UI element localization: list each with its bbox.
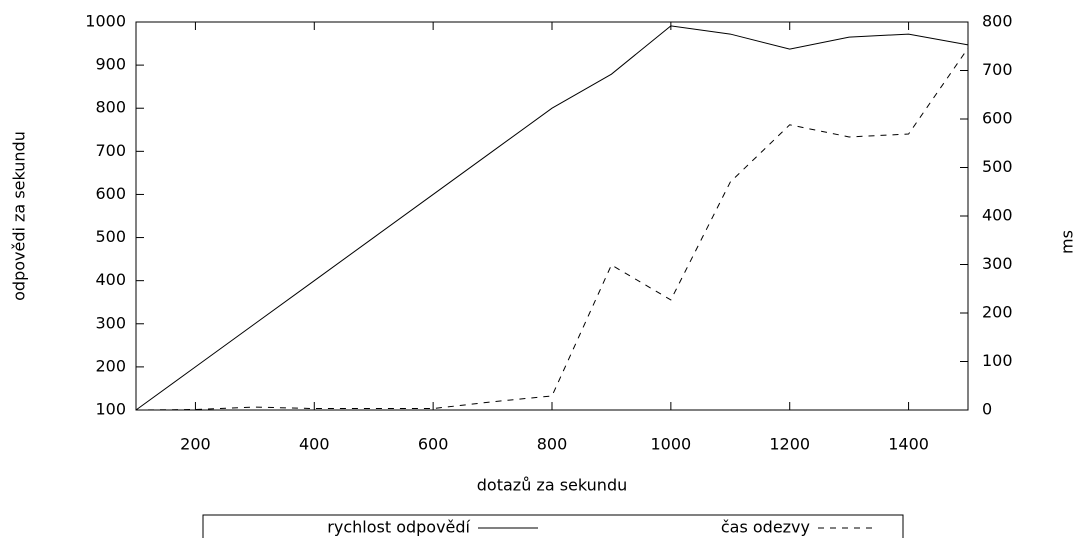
y2-tick-label: 700 [982, 60, 1013, 79]
y-tick-label: 600 [95, 184, 126, 203]
y-tick-label: 200 [95, 356, 126, 375]
plot-frame [135, 21, 969, 411]
y2-axis-label: ms [1058, 230, 1077, 254]
legend-box [202, 514, 904, 538]
y-tick-label: 800 [95, 98, 126, 117]
y-tick-label: 1000 [85, 12, 126, 31]
x-tick-label: 600 [418, 435, 449, 454]
y2-tick-label: 200 [982, 303, 1013, 322]
y-tick-label: 300 [95, 313, 126, 332]
y2-tick-label: 300 [982, 254, 1013, 273]
y2-tick-label: 100 [982, 351, 1013, 370]
y-tick-label: 400 [95, 270, 126, 289]
y-axis-label: odpovědi za sekundu [10, 131, 29, 301]
y2-tick-label: 800 [982, 12, 1013, 31]
series-line [135, 47, 969, 411]
y-tick-label: 100 [95, 400, 126, 419]
x-tick-label: 1000 [650, 435, 691, 454]
y-tick-label: 700 [95, 141, 126, 160]
y2-tick-label: 500 [982, 157, 1013, 176]
x-tick-label: 1400 [888, 435, 929, 454]
y2-tick-label: 400 [982, 206, 1013, 225]
y2-tick-label: 600 [982, 109, 1013, 128]
y2-tick-label: 0 [982, 400, 992, 419]
series-line [135, 25, 969, 411]
y-tick-label: 900 [95, 55, 126, 74]
legend-label: čas odezvy [721, 518, 810, 537]
x-tick-label: 200 [180, 435, 211, 454]
y-tick-label: 500 [95, 227, 126, 246]
x-tick-label: 1200 [769, 435, 810, 454]
x-axis-label: dotazů za sekundu [477, 476, 627, 495]
legend-label: rychlost odpovědí [327, 518, 470, 537]
x-tick-label: 400 [299, 435, 330, 454]
x-tick-label: 800 [537, 435, 568, 454]
